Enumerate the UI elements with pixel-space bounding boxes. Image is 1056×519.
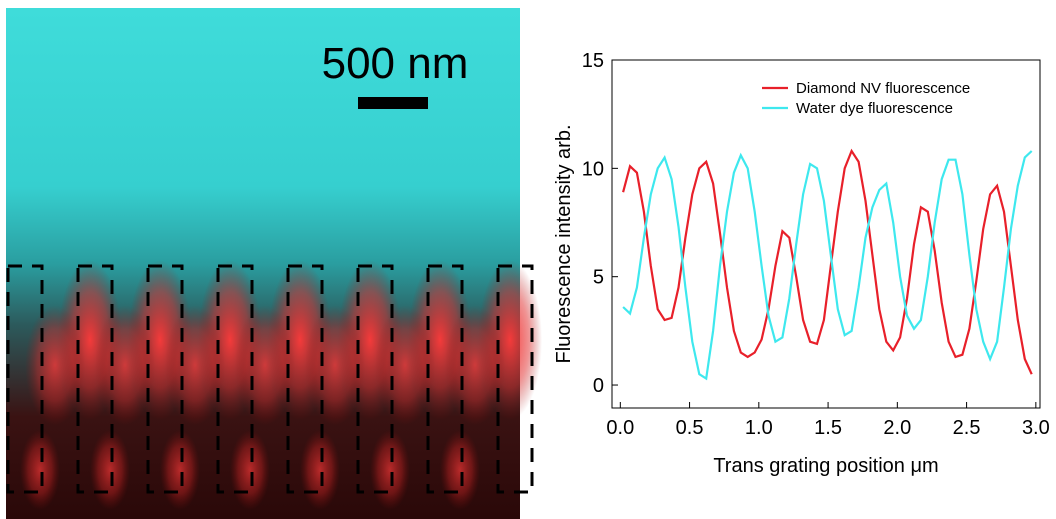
y-axis-label: Fluorescence intensity arb. bbox=[553, 124, 575, 363]
x-tick-label: 3.0 bbox=[1022, 417, 1050, 439]
series-line bbox=[622, 148, 1033, 375]
y-tick-label: 5 bbox=[593, 267, 604, 289]
chart: 0 5 10 15 0.0 0.5 1.0 1.5 2.0 2.5 3.0 Trans grating… bbox=[553, 50, 1050, 477]
x-tick-label: 1.0 bbox=[745, 417, 773, 439]
dashed-box bbox=[216, 264, 254, 494]
x-tick-label: 2.5 bbox=[953, 417, 981, 439]
dashed-box bbox=[356, 264, 394, 494]
legend-label: Water dye fluorescence bbox=[796, 100, 953, 117]
y-tick-label: 0 bbox=[593, 375, 604, 397]
red-blob bbox=[305, 305, 365, 425]
red-blob bbox=[165, 305, 225, 425]
dashed-box bbox=[496, 264, 534, 494]
red-blob bbox=[230, 430, 270, 510]
red-blob bbox=[300, 430, 340, 510]
red-blob bbox=[445, 305, 505, 425]
plot-frame bbox=[611, 59, 1041, 409]
x-tick-label: 1.5 bbox=[814, 417, 842, 439]
red-blob bbox=[160, 430, 200, 510]
red-blob bbox=[20, 430, 60, 510]
x-tick-label: 0.0 bbox=[606, 417, 634, 439]
series-line bbox=[622, 150, 1033, 381]
dashed-box bbox=[6, 264, 44, 494]
x-axis-label: Trans grating position μm bbox=[713, 455, 938, 477]
y-tick-label: 15 bbox=[582, 50, 604, 72]
red-blob bbox=[370, 430, 410, 510]
red-blob bbox=[440, 430, 480, 510]
dashed-box bbox=[146, 264, 184, 494]
dashed-box bbox=[286, 264, 324, 494]
x-tick-label: 2.0 bbox=[883, 417, 911, 439]
scale-label: 500 nm bbox=[322, 39, 469, 88]
red-blob bbox=[25, 305, 85, 425]
micrograph: 500 nm bbox=[6, 8, 542, 519]
red-blob bbox=[375, 305, 435, 425]
legend-label: Diamond NV fluorescence bbox=[796, 80, 970, 97]
y-tick-label: 10 bbox=[582, 158, 604, 180]
red-blob bbox=[235, 305, 295, 425]
dashed-box bbox=[76, 264, 114, 494]
scale-bar bbox=[358, 97, 428, 109]
dashed-box bbox=[426, 264, 464, 494]
red-blob bbox=[95, 305, 155, 425]
red-blob bbox=[90, 430, 130, 510]
x-tick-label: 0.5 bbox=[676, 417, 704, 439]
